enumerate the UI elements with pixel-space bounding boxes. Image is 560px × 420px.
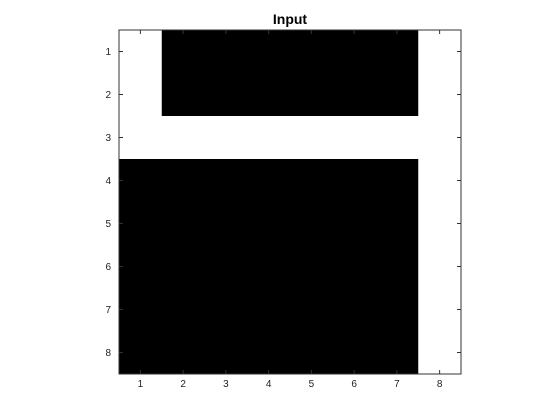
x-tick-label: 5 <box>309 379 315 390</box>
heatmap-cell <box>204 245 248 289</box>
heatmap-cell <box>119 30 163 74</box>
y-tick-label: 3 <box>105 133 111 144</box>
heatmap-cell <box>290 159 334 203</box>
heatmap-cell <box>161 288 205 332</box>
heatmap-cell <box>119 288 163 332</box>
heatmap-cell <box>247 30 291 74</box>
heatmap-cell <box>161 245 205 289</box>
x-tick-label: 2 <box>180 379 186 390</box>
heatmap-cell <box>418 331 462 375</box>
x-tick-labels: 1 2 3 4 5 6 7 8 <box>138 379 443 390</box>
heatmap-cell <box>332 331 376 375</box>
heatmap-cell <box>247 245 291 289</box>
heatmap-cell <box>119 73 163 117</box>
x-tick-label: 3 <box>223 379 229 390</box>
heatmap-cell <box>204 73 248 117</box>
heatmap-cell <box>161 116 205 160</box>
heatmap-cell <box>119 202 163 246</box>
heatmap-cell <box>375 116 419 160</box>
y-tick-label: 4 <box>105 176 111 187</box>
heatmap-cell <box>418 202 462 246</box>
heatmap-cell <box>332 288 376 332</box>
heatmap-cell <box>332 30 376 74</box>
heatmap-cell <box>418 30 462 74</box>
plot-frame <box>118 29 462 375</box>
heatmap-cell <box>332 202 376 246</box>
heatmap-cell <box>204 30 248 74</box>
heatmap-cell <box>290 116 334 160</box>
heatmap-cell <box>247 331 291 375</box>
y-tick-label: 7 <box>105 305 111 316</box>
y-tick-label: 8 <box>105 348 111 359</box>
axis-ticks <box>119 30 461 374</box>
heatmap-cell <box>247 288 291 332</box>
heatmap-cell <box>290 331 334 375</box>
heatmap-cell <box>332 73 376 117</box>
heatmap-cell <box>290 73 334 117</box>
heatmap-cell <box>119 331 163 375</box>
heatmap-cell <box>161 331 205 375</box>
heatmap-cell <box>204 202 248 246</box>
heatmap-cell <box>418 288 462 332</box>
heatmap-cell <box>119 116 163 160</box>
heatmap-cell <box>375 73 419 117</box>
heatmap-cell <box>332 159 376 203</box>
heatmap-cell <box>161 202 205 246</box>
heatmap-cell <box>375 202 419 246</box>
heatmap-cell <box>161 159 205 203</box>
heatmap-cell <box>204 116 248 160</box>
heatmap-cell <box>332 116 376 160</box>
heatmap-cell <box>204 288 248 332</box>
heatmap-cell <box>332 245 376 289</box>
heatmap-cell <box>418 73 462 117</box>
y-tick-label: 1 <box>105 47 111 58</box>
heatmap-cell <box>290 288 334 332</box>
heatmap-cell <box>290 202 334 246</box>
heatmap-cell <box>290 245 334 289</box>
heatmap-cell <box>204 159 248 203</box>
heatmap-cell <box>119 159 163 203</box>
heatmap-cell <box>418 159 462 203</box>
heatmap-cell <box>290 30 334 74</box>
y-tick-labels: 1 2 3 4 5 6 7 8 <box>105 47 111 359</box>
heatmap-cell <box>204 331 248 375</box>
heatmap-cell <box>418 116 462 160</box>
heatmap-cell <box>375 288 419 332</box>
heatmap-cell <box>161 30 205 74</box>
heatmap-cell <box>375 159 419 203</box>
chart-title: Input <box>273 11 308 27</box>
x-tick-label: 1 <box>138 379 144 390</box>
x-tick-label: 4 <box>266 379 272 390</box>
heatmap-cell <box>119 245 163 289</box>
heatmap-cell <box>247 73 291 117</box>
heatmap-cell <box>247 159 291 203</box>
heatmap-cell <box>161 73 205 117</box>
heatmap-cells <box>119 30 462 375</box>
heatmap-cell <box>247 116 291 160</box>
x-tick-label: 6 <box>351 379 357 390</box>
heatmap-cell <box>375 331 419 375</box>
y-tick-label: 6 <box>105 262 111 273</box>
heatmap-cell <box>375 30 419 74</box>
heatmap-cell <box>247 202 291 246</box>
y-tick-label: 5 <box>105 219 111 230</box>
x-tick-label: 8 <box>437 379 443 390</box>
x-tick-label: 7 <box>394 379 400 390</box>
heatmap-cell <box>375 245 419 289</box>
heatmap-cell <box>418 245 462 289</box>
y-tick-label: 2 <box>105 90 111 101</box>
